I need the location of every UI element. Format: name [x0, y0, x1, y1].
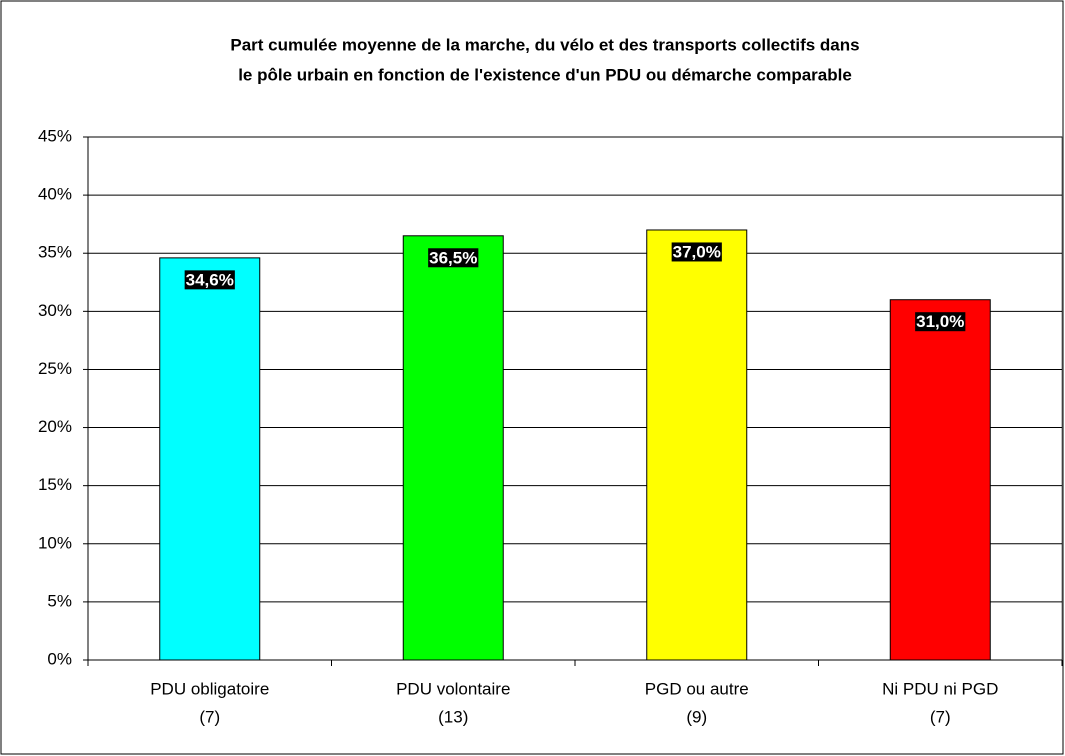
value-label-bg [428, 248, 479, 268]
chart-title: le pôle urbain en fonction de l'existenc… [238, 65, 852, 84]
y-tick-label: 25% [38, 359, 72, 378]
x-tick-label: PDU volontaire [396, 679, 510, 698]
x-tick-label: PGD ou autre [645, 679, 749, 698]
x-tick-label: (13) [438, 707, 468, 726]
y-tick-label: 0% [47, 649, 72, 668]
value-label-bg [915, 312, 966, 332]
x-tick-label: (7) [930, 707, 951, 726]
x-tick-label: Ni PDU ni PGD [882, 679, 998, 698]
bar [646, 229, 748, 661]
y-tick-label: 45% [38, 126, 72, 145]
x-tick-label: (9) [686, 707, 707, 726]
chart-title: Part cumulée moyenne de la marche, du vé… [230, 35, 859, 54]
value-label: 34,6% [186, 270, 234, 289]
value-label: 31,0% [916, 312, 964, 331]
y-tick-label: 10% [38, 533, 72, 552]
bar [402, 235, 504, 661]
bar [889, 299, 991, 661]
y-tick-label: 20% [38, 417, 72, 436]
value-label-bg [671, 242, 722, 262]
value-label: 36,5% [429, 248, 477, 267]
value-label: 37,0% [673, 242, 721, 261]
x-tick-label: PDU obligatoire [150, 679, 269, 698]
y-tick-label: 30% [38, 301, 72, 320]
y-tick-label: 40% [38, 185, 72, 204]
y-tick-label: 35% [38, 243, 72, 262]
y-tick-label: 5% [47, 591, 72, 610]
value-label-bg [184, 270, 235, 290]
y-tick-label: 15% [38, 475, 72, 494]
bar [159, 257, 261, 661]
x-tick-label: (7) [199, 707, 220, 726]
